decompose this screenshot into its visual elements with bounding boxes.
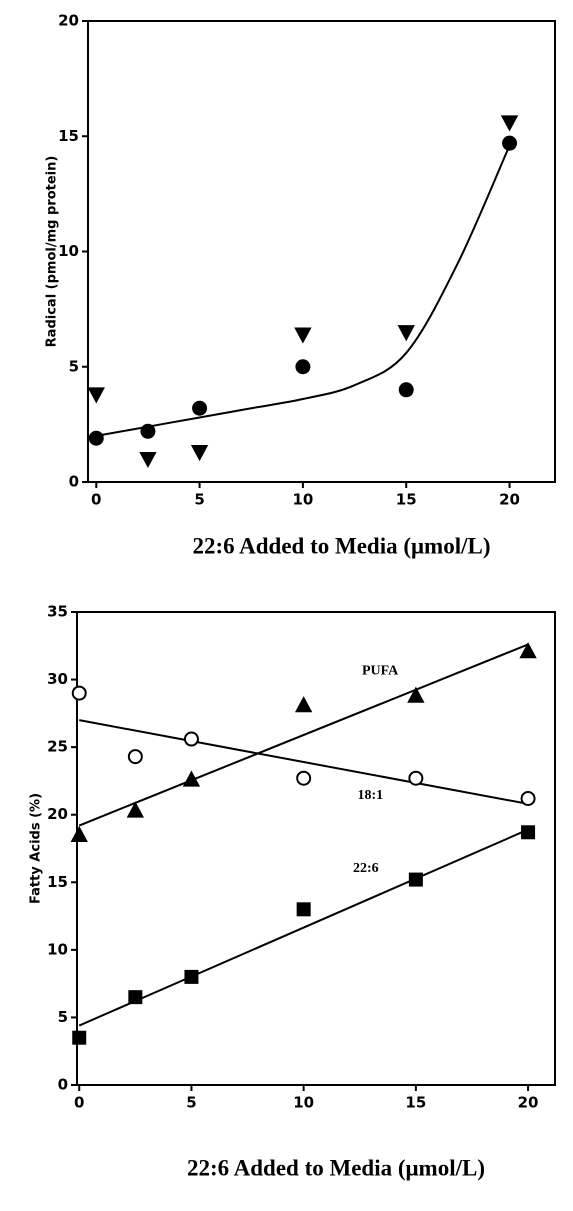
point [127, 749, 143, 765]
y-tick-label: 0 [69, 473, 79, 491]
point [520, 790, 536, 806]
fit-line [78, 643, 529, 827]
y-tick-label: 10 [58, 242, 79, 260]
point [295, 359, 311, 375]
point [296, 770, 312, 786]
x-tick-label: 10 [292, 491, 313, 509]
point [397, 325, 415, 342]
point [192, 400, 208, 416]
y-tick-label: 20 [47, 805, 68, 823]
point [500, 115, 519, 132]
point [408, 872, 423, 887]
y-tick-label: 15 [58, 127, 79, 145]
panel: 0 5 10 15 20 0 5 10 15 20 Radical (pmol/mg protein… [45, 12, 556, 558]
plot-frame [87, 20, 556, 483]
y-tick-label: 20 [58, 12, 79, 30]
series-label: 22:6 [353, 861, 379, 876]
x-tick-label: 5 [194, 491, 204, 509]
y-tick-label: 25 [47, 738, 68, 756]
y-axis-label: Fatty Acids (%) [29, 793, 44, 904]
series-label: PUFA [362, 664, 399, 679]
y-tick-label: 5 [69, 357, 79, 375]
point [128, 990, 143, 1005]
plot-frame [76, 611, 556, 1086]
series-label: 18:1 [358, 788, 384, 803]
x-axis-label: 22:6 Added to Media (μmol/L) [187, 1155, 485, 1180]
point [71, 685, 87, 701]
point [126, 801, 145, 818]
point [190, 445, 209, 462]
point [294, 327, 312, 344]
point [70, 825, 88, 842]
y-tick-label: 30 [47, 670, 68, 688]
point [519, 642, 537, 659]
fit-line [79, 719, 529, 805]
y-tick-label: 10 [47, 940, 68, 958]
point [183, 731, 199, 747]
y-axis-label: Radical (pmol/mg protein) [45, 156, 60, 348]
point [184, 969, 199, 984]
point [72, 1030, 87, 1045]
point [408, 770, 424, 786]
x-tick-label: 5 [186, 1094, 196, 1112]
y-tick-label: 0 [58, 1076, 68, 1094]
y-tick-label: 15 [47, 873, 68, 891]
x-tick-label: 0 [74, 1094, 84, 1112]
point [182, 770, 201, 787]
point [88, 430, 104, 446]
point [296, 902, 311, 917]
fit-line [96, 145, 511, 437]
fit-line [78, 828, 529, 1027]
point [502, 135, 518, 151]
point [294, 696, 313, 713]
point [87, 387, 105, 404]
y-tick-label: 5 [58, 1008, 68, 1026]
x-tick-label: 15 [396, 491, 417, 509]
point [521, 825, 536, 840]
x-tick-label: 0 [91, 491, 101, 509]
point [398, 382, 414, 398]
x-axis-label: 22:6 Added to Media (μmol/L) [193, 533, 491, 558]
point [140, 423, 156, 439]
x-tick-label: 20 [499, 491, 520, 509]
y-tick-label: 35 [47, 603, 68, 621]
x-tick-label: 10 [293, 1094, 314, 1112]
point [139, 451, 157, 469]
x-tick-label: 15 [405, 1094, 426, 1112]
point [407, 686, 425, 703]
x-tick-label: 20 [518, 1094, 539, 1112]
